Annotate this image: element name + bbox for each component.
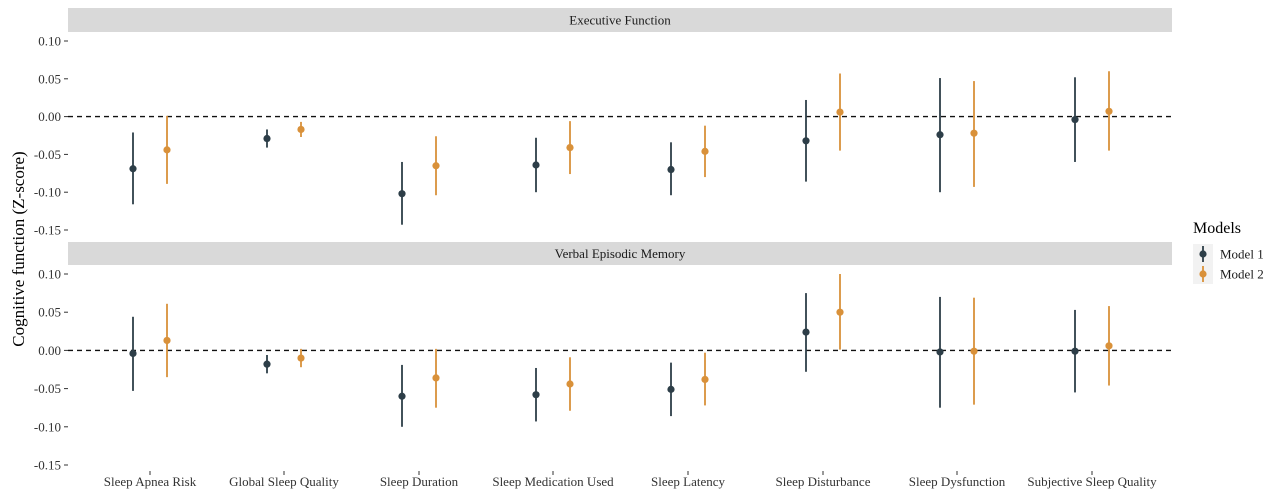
- panel-title: Executive Function: [569, 13, 671, 28]
- estimate-point: [432, 162, 440, 170]
- x-tick-label: Sleep Latency: [651, 474, 725, 489]
- estimate-point: [566, 380, 574, 388]
- estimate-point: [1105, 107, 1113, 115]
- x-tick-label: Sleep Medication Used: [492, 474, 614, 489]
- estimate-point: [263, 134, 271, 143]
- y-tick-label: -0.10: [34, 419, 61, 434]
- y-tick-label: -0.10: [34, 185, 61, 200]
- estimate-point: [398, 392, 406, 400]
- y-tick-label: 0.05: [38, 71, 61, 86]
- x-axis: Sleep Apnea Risk Global Sleep Quality Slee…: [104, 471, 1157, 489]
- estimate-point: [297, 125, 305, 134]
- panel-title: Verbal Episodic Memory: [555, 246, 686, 261]
- estimate-point: [263, 360, 271, 368]
- estimate-point: [936, 131, 944, 139]
- y-tick-label: 0.00: [38, 109, 61, 124]
- y-tick-label: -0.15: [34, 223, 61, 238]
- estimate-point: [701, 375, 709, 384]
- legend-key-point: [1199, 270, 1207, 278]
- y-axis: 0.10 0.05 0.00 -0.05 -0.10 -0.15: [34, 267, 68, 473]
- y-tick-label: 0.10: [38, 34, 61, 49]
- estimate-point: [163, 336, 171, 345]
- estimate-point: [1105, 342, 1113, 350]
- estimate-point: [398, 190, 406, 198]
- estimate-point: [1071, 347, 1079, 355]
- estimate-point: [432, 374, 440, 382]
- data-marks: [129, 71, 1113, 225]
- legend-key-point: [1199, 250, 1207, 258]
- y-tick-label: -0.05: [34, 381, 61, 396]
- x-tick-label: Sleep Duration: [380, 474, 459, 489]
- estimate-point: [970, 129, 978, 137]
- y-axis-title: Cognitive function (Z-score): [9, 151, 28, 346]
- y-tick-label: 0.00: [38, 343, 61, 358]
- panel-strip: [68, 8, 1172, 32]
- estimate-point: [532, 391, 540, 399]
- estimate-point: [1071, 116, 1079, 124]
- panel-executive-function: Executive Function 0.10 0.05 0.00 -0.05 -0.1…: [34, 8, 1172, 238]
- estimate-point: [836, 108, 844, 116]
- estimate-point: [802, 137, 810, 145]
- estimate-point: [129, 349, 137, 358]
- y-axis: 0.10 0.05 0.00 -0.05 -0.10 -0.15: [34, 34, 68, 238]
- y-tick-label: 0.05: [38, 305, 61, 320]
- legend-entry: Model 1: [1193, 244, 1264, 264]
- y-tick-label: 0.10: [38, 267, 61, 282]
- estimate-point: [667, 165, 675, 174]
- legend-label: Model 2: [1220, 267, 1264, 282]
- legend-items: Model 1 Model 2: [1193, 244, 1264, 284]
- estimate-point: [297, 354, 305, 362]
- y-tick-label: -0.15: [34, 458, 61, 473]
- panel-strip: [68, 242, 1172, 265]
- estimate-point: [129, 165, 137, 173]
- x-tick-label: Sleep Apnea Risk: [104, 474, 197, 489]
- data-marks: [129, 274, 1113, 427]
- x-tick-label: Global Sleep Quality: [229, 474, 339, 489]
- legend: Models Model 1 Model 2: [1193, 220, 1264, 284]
- estimate-point: [566, 143, 574, 152]
- legend-label: Model 1: [1220, 247, 1264, 262]
- estimate-point: [701, 147, 709, 155]
- estimate-point: [532, 161, 540, 169]
- panel-verbal-episodic-memory: Verbal Episodic Memory 0.10 0.05 0.00 -0.05…: [34, 242, 1172, 473]
- estimate-point: [936, 348, 944, 356]
- legend-title: Models: [1193, 220, 1241, 237]
- x-tick-label: Subjective Sleep Quality: [1027, 474, 1157, 489]
- x-tick-label: Sleep Disturbance: [776, 474, 871, 489]
- legend-entry: Model 2: [1193, 264, 1264, 284]
- estimate-point: [836, 308, 844, 316]
- estimate-point: [163, 146, 171, 154]
- estimate-point: [802, 328, 810, 336]
- estimate-point: [667, 385, 675, 393]
- x-tick-label: Sleep Dysfunction: [909, 474, 1006, 489]
- estimate-point: [970, 347, 978, 355]
- y-tick-label: -0.05: [34, 147, 61, 162]
